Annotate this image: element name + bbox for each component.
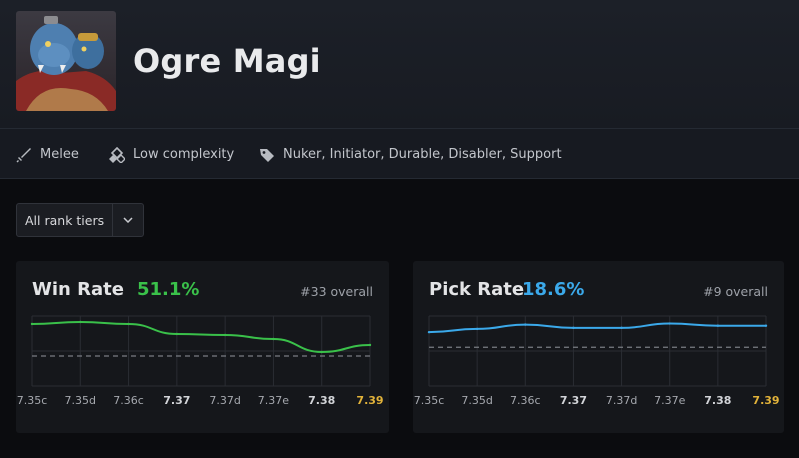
complexity-icon <box>109 146 126 164</box>
data-point <box>223 333 227 337</box>
attribute-label: Low complexity <box>133 147 235 162</box>
tag-icon <box>259 147 275 163</box>
win-rate-chart: 7.35c 7.35d 7.36c 7.37 7.37d 7.37e 7.38 7.39 <box>17 315 384 407</box>
x-tick-label: 7.38 <box>704 394 731 407</box>
data-point <box>272 337 275 341</box>
x-tick-label: 7.37d <box>606 394 637 407</box>
x-tick-label: 7.39 <box>752 394 779 407</box>
data-point <box>524 323 527 326</box>
rank-tier-select[interactable]: All rank tiers <box>16 203 144 237</box>
x-tick-label: 7.39 <box>356 394 383 407</box>
data-point <box>368 343 372 347</box>
attribute-label: Nuker, Initiator, Durable, Disabler, Sup… <box>283 147 562 162</box>
attribute-complexity: Low complexity <box>109 129 234 180</box>
pick-rate-rank: #9 overall <box>703 284 768 299</box>
hero-portrait <box>16 11 116 111</box>
select-divider <box>112 203 113 237</box>
win-rate-title: Win Rate <box>32 279 124 300</box>
rank-tier-select-value: All rank tiers <box>25 212 105 228</box>
attribute-label: Melee <box>40 147 79 162</box>
data-point <box>716 324 720 327</box>
data-point <box>127 322 130 326</box>
data-point <box>30 322 34 326</box>
x-tick-label: 7.38 <box>308 394 335 407</box>
x-tick-label: 7.37 <box>560 394 587 407</box>
win-rate-card: Win Rate 51.1% #33 overall 7.35c 7.35d 7.3… <box>16 261 389 433</box>
attribute-attack-type: Melee <box>16 129 79 180</box>
win-rate-rank: #33 overall <box>300 284 373 299</box>
pick-rate-card: Pick Rate 18.6% #9 overall 7.35c 7.35d 7.3… <box>413 261 784 433</box>
hero-header: Ogre Magi <box>0 0 799 128</box>
x-tick-label: 7.35c <box>17 394 48 407</box>
pick-rate-title: Pick Rate <box>429 279 525 300</box>
pick-rate-value: 18.6% <box>522 279 585 300</box>
x-tick-label: 7.37 <box>163 394 190 407</box>
data-point <box>572 326 575 330</box>
x-tick-label: 7.37e <box>258 394 289 407</box>
data-point <box>427 330 431 334</box>
series-line <box>428 322 766 334</box>
data-point <box>668 322 671 325</box>
x-tick-label: 7.35d <box>65 394 96 407</box>
attribute-roles: Nuker, Initiator, Durable, Disabler, Sup… <box>259 129 562 180</box>
x-tick-label: 7.36c <box>510 394 541 407</box>
data-point <box>320 350 323 354</box>
hero-attributes: Melee Low complexity Nuker, Initiator, D… <box>0 128 799 179</box>
chevron-down-icon[interactable] <box>113 217 143 223</box>
data-point <box>620 326 623 330</box>
x-tick-label: 7.35d <box>461 394 492 407</box>
win-rate-value: 51.1% <box>137 279 200 300</box>
x-tick-label: 7.36c <box>113 394 144 407</box>
data-point <box>79 320 82 324</box>
data-point <box>764 324 768 327</box>
data-point <box>475 327 479 331</box>
hero-name: Ogre Magi <box>133 42 321 80</box>
x-tick-label: 7.37d <box>209 394 240 407</box>
pick-rate-chart: 7.35c 7.35d 7.36c 7.37 7.37d 7.37e 7.38 7.39 <box>414 315 780 407</box>
x-tick-label: 7.35c <box>414 394 445 407</box>
data-point <box>175 332 179 336</box>
x-tick-label: 7.37e <box>654 394 685 407</box>
sword-icon <box>16 147 32 163</box>
series-line <box>31 320 371 354</box>
